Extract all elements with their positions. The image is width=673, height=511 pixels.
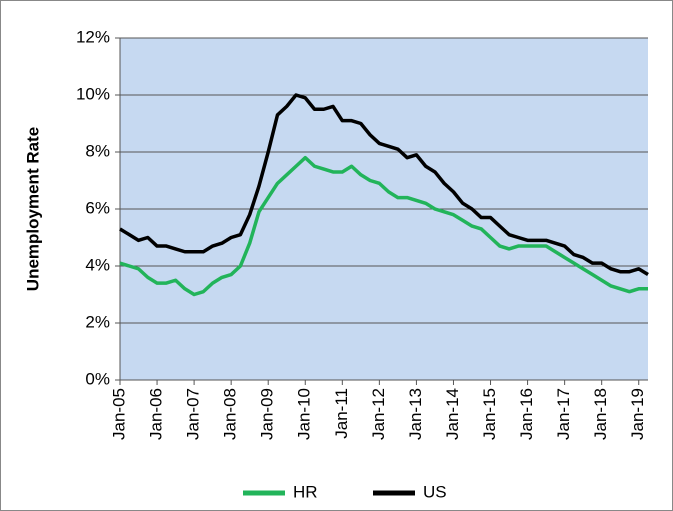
y-axis-label: Unemployment Rate [23, 127, 42, 291]
y-tick-label: 4% [85, 255, 110, 274]
x-tick-label: Jan-15 [480, 388, 499, 440]
y-tick-label: 8% [85, 141, 110, 160]
x-tick-label: Jan-08 [221, 388, 240, 440]
y-tick-label: 2% [85, 312, 110, 331]
series-line [119, 93, 649, 277]
x-tick-label: Jan-18 [591, 388, 610, 440]
x-tick-label: Jan-16 [517, 388, 536, 440]
x-tick-label: Jan-14 [443, 388, 462, 440]
x-tick-label: Jan-13 [406, 388, 425, 440]
x-tick-label: Jan-09 [258, 388, 277, 440]
y-tick-label: 12% [76, 27, 110, 46]
series-line [119, 155, 648, 297]
x-tick-label: Jan-10 [295, 388, 314, 440]
x-tick-label: Jan-19 [628, 388, 647, 440]
x-tick-label: Jan-05 [109, 388, 128, 440]
y-tick-label: 6% [85, 198, 110, 217]
x-tick-label: Jan-11 [332, 388, 351, 439]
legend-label: HR [293, 482, 318, 501]
x-tick-label: Jan-07 [184, 388, 203, 440]
legend-label: US [423, 482, 447, 501]
y-tick-label: 10% [76, 84, 110, 103]
x-tick-label: Jan-06 [147, 388, 166, 440]
y-tick-label: 0% [85, 369, 110, 388]
x-tick-label: Jan-17 [554, 388, 573, 440]
x-tick-label: Jan-12 [369, 388, 388, 440]
